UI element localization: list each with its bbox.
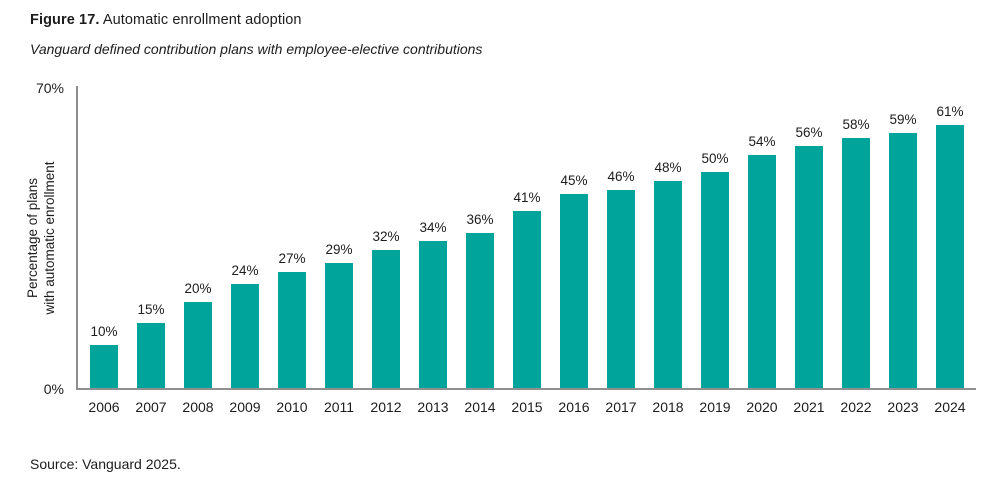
bar-column: 10% 2006	[88, 86, 119, 415]
bar-column: 41% 2015	[511, 86, 542, 415]
x-tick-label: 2015	[511, 399, 543, 415]
x-tick-label: 2018	[652, 399, 684, 415]
bar	[419, 241, 447, 388]
bar-value-label: 34%	[419, 220, 447, 236]
bar	[372, 249, 400, 388]
bar-column: 54% 2020	[746, 86, 777, 415]
x-tick-label: 2022	[840, 399, 872, 415]
bar	[889, 133, 917, 388]
bar	[90, 344, 118, 388]
bar	[466, 232, 494, 388]
bar-column: 36% 2014	[464, 86, 495, 415]
bar-value-label: 32%	[372, 228, 400, 244]
bar-column: 20% 2008	[182, 86, 213, 415]
x-tick-label: 2013	[417, 399, 449, 415]
x-tick-label: 2021	[793, 399, 825, 415]
y-tick-70: 70%	[35, 80, 64, 96]
bar	[278, 271, 306, 388]
y-axis-label-line1: Percentage of plans	[25, 177, 40, 299]
bar-column: 46% 2017	[605, 86, 636, 415]
bar	[795, 146, 823, 388]
x-tick-label: 2024	[934, 399, 966, 415]
bar	[184, 301, 212, 388]
bar	[842, 137, 870, 388]
bar-value-label: 45%	[560, 172, 588, 188]
x-tick-label: 2009	[229, 399, 261, 415]
x-tick-label: 2023	[887, 399, 919, 415]
bar-column: 59% 2023	[887, 86, 918, 415]
bar-value-label: 27%	[278, 250, 306, 266]
bar-column: 15% 2007	[135, 86, 166, 415]
bar	[513, 211, 541, 388]
bar-value-label: 46%	[607, 168, 635, 184]
bar-value-label: 41%	[513, 190, 541, 206]
bar	[748, 155, 776, 388]
bar-column: 50% 2019	[699, 86, 730, 415]
bar-column: 61% 2024	[934, 86, 965, 415]
bar	[560, 193, 588, 388]
bar	[936, 124, 964, 388]
bar-value-label: 50%	[701, 151, 729, 167]
x-tick-label: 2006	[88, 399, 120, 415]
bar-value-label: 10%	[90, 323, 118, 339]
bar-column: 58% 2022	[840, 86, 871, 415]
plot-area: 10% 2006 15% 2007 20% 2008 24% 2009 27% 2010 29% 20…	[76, 86, 976, 415]
bar-value-label: 15%	[137, 302, 165, 318]
bar-value-label: 48%	[654, 159, 682, 175]
x-tick-label: 2010	[276, 399, 308, 415]
bar-column: 56% 2021	[793, 86, 824, 415]
figure-subtitle: Vanguard defined contribution plans with…	[30, 41, 483, 57]
bar	[701, 172, 729, 388]
bar-value-label: 56%	[795, 125, 823, 141]
bar	[325, 262, 353, 388]
x-tick-label: 2008	[182, 399, 214, 415]
bar	[654, 180, 682, 388]
bar-column: 45% 2016	[558, 86, 589, 415]
bar	[137, 323, 165, 388]
x-tick-label: 2019	[699, 399, 731, 415]
bar	[231, 284, 259, 388]
x-tick-label: 2017	[605, 399, 637, 415]
bar-value-label: 58%	[842, 116, 870, 132]
x-tick-label: 2020	[746, 399, 778, 415]
bar-column: 24% 2009	[229, 86, 260, 415]
x-tick-label: 2014	[464, 399, 496, 415]
x-tick-label: 2011	[323, 399, 355, 415]
bar-value-label: 36%	[466, 211, 494, 227]
bar-column: 34% 2013	[417, 86, 448, 415]
bar-value-label: 59%	[889, 112, 917, 128]
bar-column: 32% 2012	[370, 86, 401, 415]
x-tick-label: 2012	[370, 399, 402, 415]
bar-value-label: 24%	[231, 263, 259, 279]
figure-title: Figure 17. Automatic enrollment adoption	[30, 12, 302, 28]
y-tick-0: 0%	[43, 381, 64, 397]
figure-number-label: Figure 17.	[30, 12, 100, 28]
x-tick-label: 2007	[135, 399, 167, 415]
bar-value-label: 61%	[936, 103, 964, 119]
source-note: Source: Vanguard 2025.	[30, 456, 181, 472]
bar-column: 48% 2018	[652, 86, 683, 415]
bar-column: 29% 2011	[324, 86, 354, 415]
figure-title-text: Automatic enrollment adoption	[99, 12, 302, 28]
x-tick-label: 2016	[558, 399, 590, 415]
bar	[607, 189, 635, 388]
bar-value-label: 20%	[184, 280, 212, 296]
bar-value-label: 29%	[325, 241, 353, 257]
bar-column: 27% 2010	[276, 86, 307, 415]
bar-value-label: 54%	[748, 134, 776, 150]
y-axis-label-line2: with automatic enrollment	[42, 161, 57, 315]
y-axis-label: Percentage of plans with automatic enrol…	[24, 161, 58, 314]
